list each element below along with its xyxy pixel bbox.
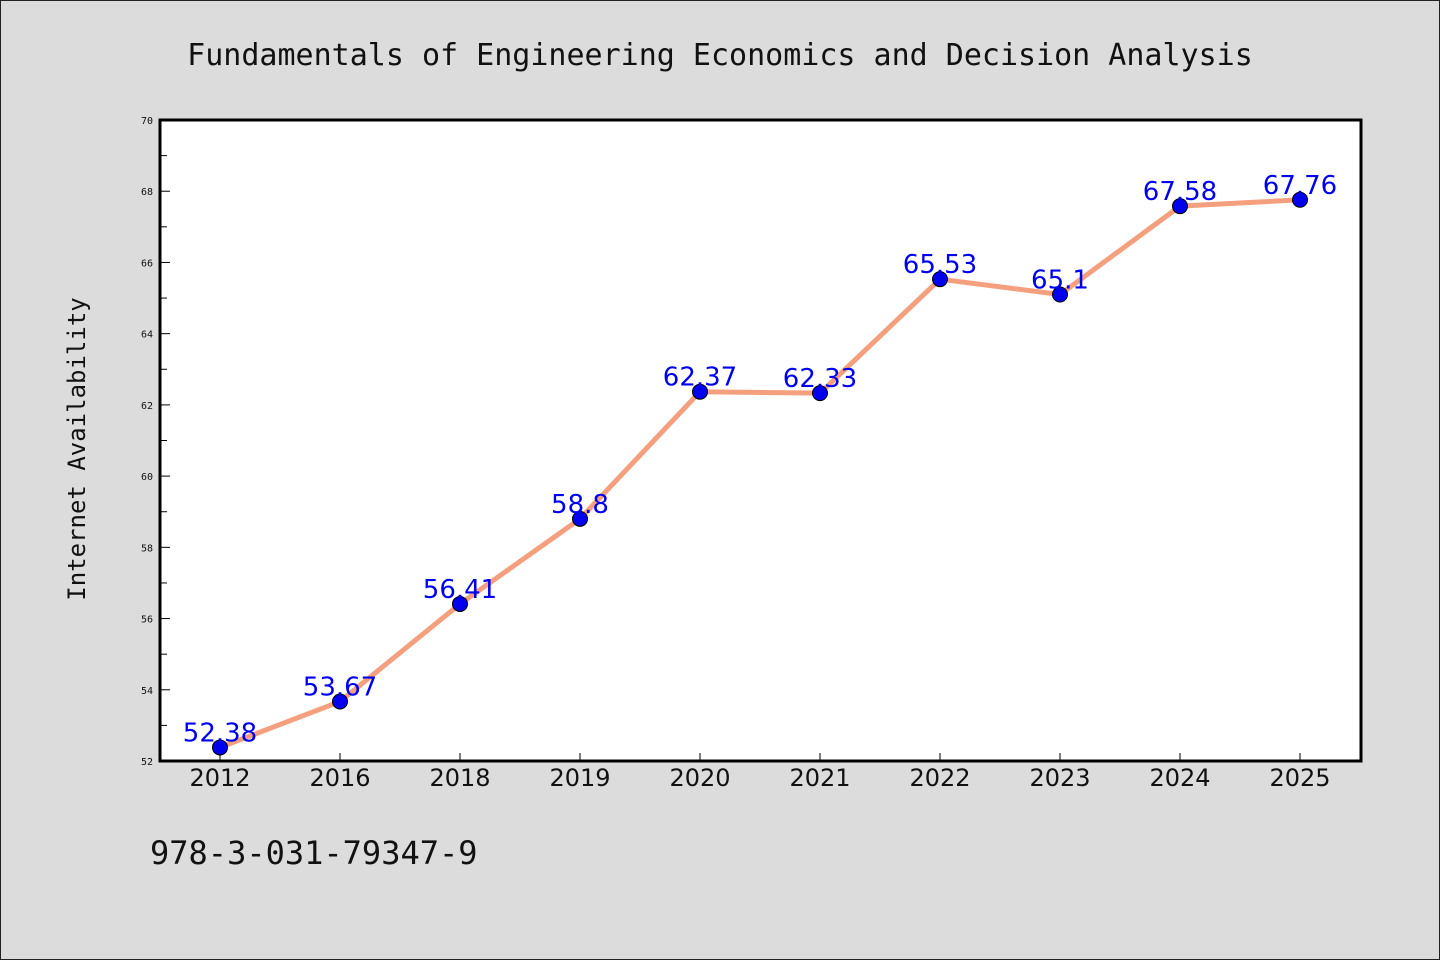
data-point — [332, 693, 348, 710]
data-point — [452, 595, 468, 612]
data-point — [812, 385, 828, 402]
data-point — [932, 271, 948, 288]
data-label: 62.37 — [663, 363, 737, 393]
x-tick-label: 2022 — [909, 764, 970, 792]
data-label: 52.38 — [183, 718, 257, 748]
x-tick-label: 2020 — [669, 764, 730, 792]
x-tick-label: 2023 — [1029, 764, 1090, 792]
y-tick-label: 58 — [141, 543, 153, 554]
chart-title: Fundamentals of Engineering Economics an… — [187, 38, 1253, 73]
x-tick-label: 2012 — [189, 764, 250, 792]
x-tick-label: 2016 — [309, 764, 370, 792]
series-line — [217, 197, 1303, 750]
y-tick-label: 66 — [141, 258, 153, 269]
y-tick-label: 70 — [141, 116, 153, 127]
y-tick-label: 56 — [141, 615, 153, 626]
x-tick-label: 2021 — [789, 764, 850, 792]
data-label: 65.53 — [903, 250, 977, 280]
y-axis-label: Internet Availability — [63, 297, 91, 600]
x-tick-label: 2019 — [549, 764, 610, 792]
data-label: 58.8 — [551, 490, 609, 520]
data-point — [572, 510, 588, 527]
x-axis: 2012 2016 2018 2019 2020 2021 2022 2023 2024 2025 — [189, 753, 1331, 792]
plot-area — [158, 118, 1363, 763]
y-tick-label: 54 — [141, 686, 153, 697]
data-point — [1172, 198, 1188, 215]
y-tick-label: 52 — [141, 757, 153, 768]
y-tick-label: 60 — [141, 472, 153, 483]
data-point — [692, 383, 708, 400]
isbn-text: 978-3-031-79347-9 — [150, 834, 478, 872]
y-tick-label: 68 — [141, 187, 153, 198]
series-layer: 52.38 53.67 56.41 58.8 62.37 62.33 65.53 65.1 67… — [183, 171, 1337, 756]
y-tick-label: 62 — [141, 401, 153, 412]
data-point — [1052, 286, 1068, 303]
data-label: 65.1 — [1031, 265, 1089, 295]
data-label: 56.41 — [423, 575, 497, 605]
data-point — [212, 739, 228, 756]
x-tick-label: 2018 — [429, 764, 490, 792]
data-label: 67.76 — [1263, 171, 1337, 201]
x-tick-label: 2025 — [1269, 764, 1330, 792]
x-tick-label: 2024 — [1149, 764, 1210, 792]
y-axis: 52 54 56 58 60 62 64 66 68 70 — [141, 116, 170, 768]
data-point — [1292, 191, 1308, 208]
data-label: 67.58 — [1143, 177, 1217, 207]
data-label: 62.33 — [783, 364, 857, 394]
y-tick-label: 64 — [141, 330, 153, 341]
data-label: 53.67 — [303, 673, 377, 703]
